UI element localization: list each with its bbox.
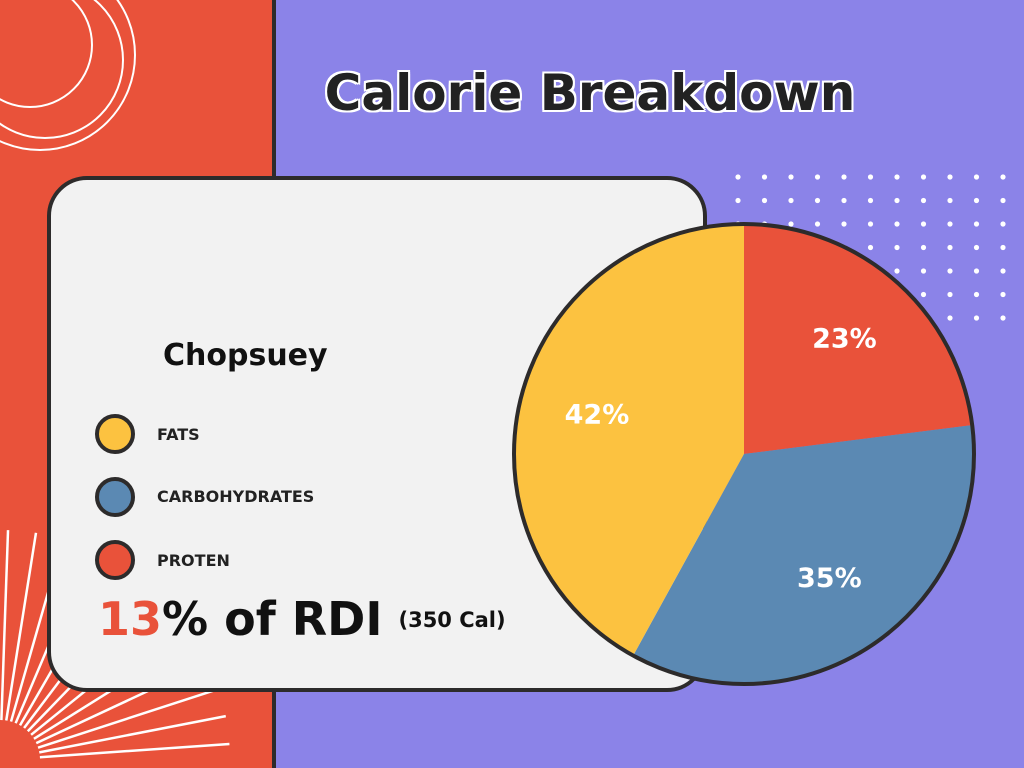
page-title: Calorie Breakdown: [324, 64, 856, 122]
decor-dot: [947, 174, 953, 180]
decor-dot: [867, 244, 874, 251]
pie-slice-proten: [744, 224, 973, 454]
sunburst-ray: [0, 530, 10, 721]
rdi-suffix: % of RDI: [162, 592, 383, 646]
decor-dot: [761, 174, 768, 180]
legend-swatch-protein: [95, 540, 135, 580]
decor-dot: [973, 197, 980, 204]
pie-labels: 23% 35% 42%: [565, 324, 877, 594]
pie-slice-fats: [514, 224, 744, 656]
sunburst-ray: [39, 714, 227, 754]
pie-label-proten: 23%: [812, 324, 877, 355]
legend-label-protein: PROTEN: [157, 551, 230, 570]
decor-dot: [735, 174, 741, 180]
sunburst-ray: [39, 742, 230, 759]
decor-dot: [788, 197, 794, 204]
decor-dot: [1000, 197, 1006, 204]
decor-dot: [867, 174, 874, 180]
decor-dot: [947, 197, 953, 204]
decor-dot: [894, 244, 900, 251]
decor-dot: [894, 268, 900, 274]
decor-dot: [867, 197, 874, 204]
sunburst-ray: [37, 687, 220, 749]
legend-swatch-fats: [95, 414, 135, 454]
decor-dot: [920, 291, 927, 298]
pie-outline: [512, 222, 976, 686]
decor-dot: [947, 221, 953, 227]
decor-dot: [894, 174, 900, 180]
decor-dot: [814, 174, 821, 180]
decor-dot: [920, 197, 927, 204]
decor-dot: [973, 291, 980, 298]
calorie-amount: (350 Cal): [398, 608, 506, 632]
decor-dot: [973, 221, 980, 227]
decor-dot: [1000, 291, 1006, 298]
decorative-circles: [0, 0, 136, 151]
decor-dot: [947, 291, 953, 298]
sunburst-ray: [5, 532, 38, 721]
decor-dot: [947, 244, 953, 251]
legend-label-fats: FATS: [157, 425, 200, 444]
decor-dot: [814, 197, 821, 204]
decor-dot: [841, 174, 847, 180]
decor-dot: [973, 244, 980, 251]
decor-dot: [1000, 315, 1006, 321]
pie-slice-carbohydrates: [633, 425, 974, 684]
pie-label-carbohydrates: 35%: [797, 563, 862, 594]
legend-label-carbohydrates: CARBOHYDRATES: [157, 487, 315, 506]
decor-dot: [973, 315, 980, 321]
pie-slices: [514, 224, 974, 684]
rdi-summary: 13% of RDI (350 Cal): [98, 592, 506, 646]
dish-name: Chopsuey: [163, 338, 328, 373]
decor-dot: [841, 221, 847, 227]
decor-dot: [920, 221, 927, 227]
decor-dot: [894, 197, 900, 204]
legend-swatch-carbohydrates: [95, 477, 135, 517]
decor-dot: [894, 221, 900, 227]
decor-dot: [920, 244, 927, 251]
decor-dot: [788, 174, 794, 180]
pie-label-fats: 42%: [565, 400, 630, 431]
decor-dot: [761, 197, 768, 204]
decor-dot: [1000, 174, 1006, 180]
decor-dot: [814, 221, 821, 227]
decor-dot: [1000, 268, 1006, 274]
decor-dot: [841, 197, 847, 204]
decor-dot: [920, 174, 927, 180]
decor-dot: [947, 315, 953, 321]
decor-dot: [788, 221, 794, 227]
decor-dot: [947, 268, 953, 274]
decor-dot: [1000, 221, 1006, 227]
decor-dot: [735, 197, 741, 204]
decor-dot: [920, 268, 927, 274]
decor-dot: [973, 268, 980, 274]
rdi-value: 13: [98, 592, 163, 646]
decor-dot: [973, 174, 980, 180]
decor-dot: [867, 221, 874, 227]
decor-dot: [1000, 244, 1006, 251]
